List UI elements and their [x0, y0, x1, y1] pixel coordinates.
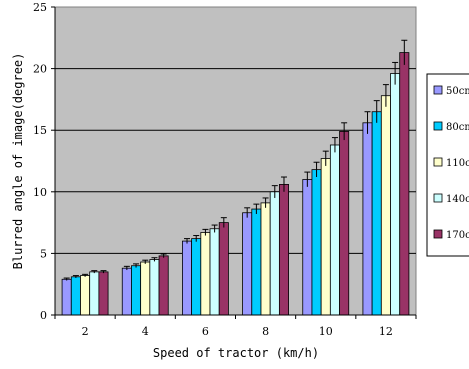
legend-swatch [433, 121, 443, 131]
x-tick-label: 12 [379, 325, 393, 338]
bar [362, 122, 373, 316]
y-tick-label: 20 [33, 63, 47, 76]
bar [242, 212, 253, 316]
x-tick-label: 2 [82, 325, 89, 338]
legend-swatch [433, 229, 443, 239]
bar [339, 131, 350, 316]
legend-swatch [433, 85, 443, 95]
bar [329, 144, 340, 316]
bar [200, 232, 211, 316]
legend-label: 110c [446, 158, 469, 169]
y-tick-label: 25 [33, 1, 47, 14]
y-tick-labels: 0 5 10 15 20 25 [33, 1, 55, 322]
bar [140, 261, 151, 316]
legend-swatch [433, 157, 443, 167]
legend-label: 140c [446, 194, 469, 205]
legend-items: 50cm 80cm 110c 140c 170c [433, 85, 469, 241]
bar [80, 275, 91, 316]
error-bars [63, 39, 408, 281]
bar [149, 259, 160, 316]
bar [251, 208, 262, 316]
plot-area-background [54, 6, 417, 316]
y-axis-title: Blurred angle of image(degree) [11, 53, 25, 270]
x-tick-label: 10 [319, 325, 333, 338]
y-tick-label: 15 [33, 124, 47, 137]
bar [209, 228, 220, 316]
bar [311, 169, 322, 316]
bar [191, 238, 202, 316]
bar [390, 73, 401, 316]
bar [70, 276, 81, 316]
bar [320, 158, 331, 316]
bar [98, 271, 109, 316]
y-tick-label: 5 [40, 247, 47, 260]
x-tick-label: 8 [262, 325, 269, 338]
y-tick-label: 10 [33, 186, 47, 199]
bar [278, 184, 289, 316]
gridlines [55, 68, 416, 254]
bars [61, 52, 410, 316]
bar [158, 255, 169, 316]
legend-label: 80cm [446, 122, 469, 133]
x-tick-label: 4 [142, 325, 149, 338]
bar [121, 267, 132, 316]
bar [61, 278, 72, 316]
legend-label: 50cm [446, 86, 469, 97]
x-tick-labels: 2 4 6 8 10 12 [54, 315, 417, 338]
bar [182, 240, 193, 316]
y-tick-label: 0 [40, 309, 47, 322]
bar [218, 222, 229, 316]
bar [131, 265, 142, 316]
bar [260, 202, 271, 316]
bar [269, 191, 280, 316]
legend-label: 170c [446, 230, 469, 241]
bar [399, 52, 410, 316]
x-tick-label: 6 [202, 325, 209, 338]
bar [302, 179, 313, 316]
x-axis-title: Speed of tractor (km/h) [153, 346, 319, 360]
legend: 50cm 80cm 110c 140c 170c [426, 73, 469, 257]
bar [371, 111, 382, 316]
bar [89, 271, 100, 316]
bar [380, 95, 391, 316]
legend-swatch [433, 193, 443, 203]
